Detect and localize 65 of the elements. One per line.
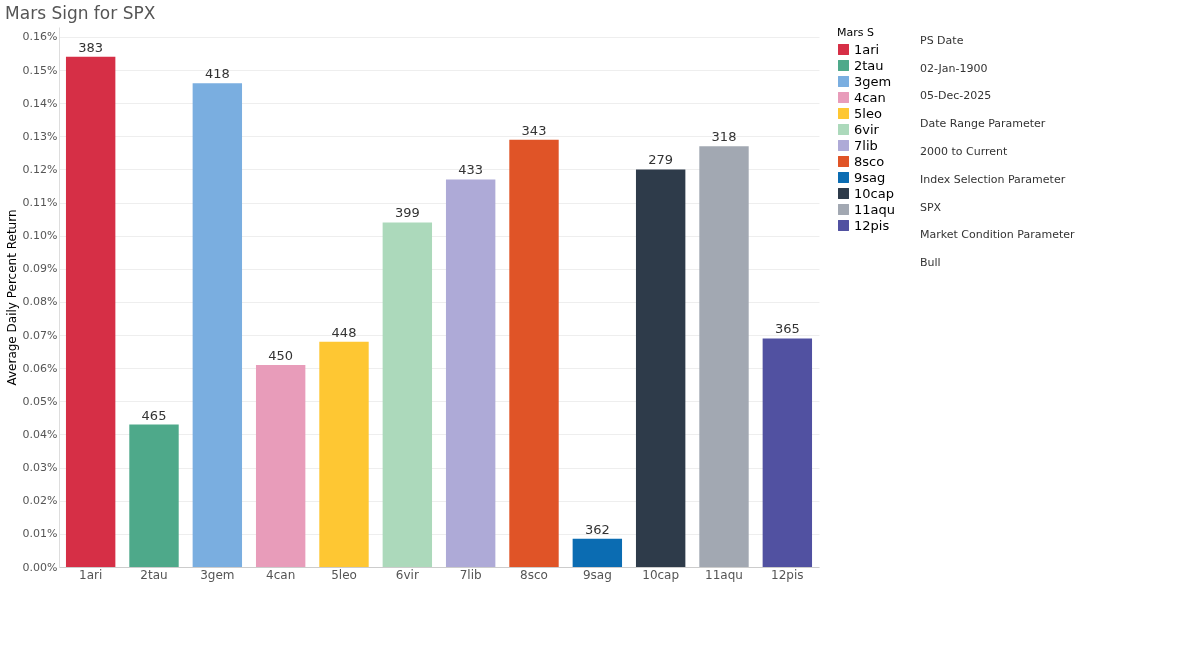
legend-label: 5leo: [854, 105, 882, 121]
legend-label: 1ari: [854, 41, 880, 57]
text: 05-Dec-2025: [920, 89, 992, 103]
x-tick-label: 3gem: [200, 567, 235, 582]
y-tick-label: 0.13%: [22, 129, 58, 143]
legend-label: 10cap: [854, 185, 894, 201]
legend-label: 8sco: [854, 153, 885, 169]
legend-label: 7lib: [854, 137, 878, 153]
y-tick-label: 0.10%: [22, 229, 58, 243]
text: Market Condition Parameter: [920, 228, 1075, 242]
legend-label: 9sag: [854, 169, 886, 185]
legend-label: 4can: [854, 89, 886, 105]
y-tick-label: 0.01%: [22, 527, 58, 541]
annotation: 365: [774, 321, 800, 337]
annotation: 418: [204, 66, 230, 82]
legend-label: 6vir: [854, 121, 880, 137]
x-tick-label: 7lib: [459, 567, 482, 582]
annotation: 343: [521, 122, 547, 138]
legend-label: 3gem: [854, 73, 892, 89]
y-tick-label: 0.00%: [22, 560, 58, 574]
text: 02-Jan-1900: [920, 61, 988, 75]
y-tick-label: 0.15%: [22, 63, 58, 77]
annotation: 450: [268, 347, 294, 363]
y-tick-label: 0.02%: [22, 494, 58, 508]
annotation: 383: [78, 39, 104, 55]
y-tick-label: 0.07%: [22, 328, 58, 342]
annotation: 433: [458, 162, 484, 178]
x-tick-label: 12pis: [771, 567, 804, 582]
legend-label: 11aqu: [854, 201, 895, 217]
x-tick-label: 10cap: [642, 567, 680, 582]
annotation: 318: [711, 129, 737, 145]
x-tick-label: 1ari: [79, 567, 103, 582]
text: PS Date: [920, 33, 964, 47]
annotation: 279: [648, 152, 674, 168]
x-tick-label: 2tau: [140, 567, 168, 582]
x-tick-label: 5leo: [331, 567, 357, 582]
x-tick-label: 11aqu: [705, 567, 743, 582]
y-axis-title: Average Daily Percent Return: [4, 209, 19, 386]
annotation: 465: [141, 407, 167, 423]
x-tick-label: 8sco: [520, 567, 548, 582]
x-tick-label: 6vir: [395, 567, 419, 582]
text: Bull: [920, 256, 941, 270]
y-tick-label: 0.11%: [22, 196, 58, 210]
text: 2000 to Current: [920, 145, 1009, 158]
annotation: 362: [584, 521, 610, 537]
chart-title: Mars Sign for SPX: [5, 3, 156, 23]
y-tick-label: 0.04%: [22, 427, 58, 441]
y-tick-label: 0.06%: [22, 361, 58, 375]
text: Date Range Parameter: [920, 117, 1046, 131]
y-tick-label: 0.03%: [22, 461, 58, 475]
x-tick-label: 4can: [266, 567, 296, 582]
annotation: 448: [331, 324, 357, 340]
y-tick-label: 0.08%: [22, 295, 58, 309]
x-tick-label: 9sag: [582, 567, 612, 582]
y-tick-label: 0.12%: [22, 162, 58, 176]
legend-title: Mars S: [837, 26, 874, 39]
text: SPX: [920, 200, 942, 214]
y-tick-label: 0.16%: [22, 30, 58, 44]
y-tick-label: 0.05%: [22, 394, 58, 408]
legend-label: 12pis: [854, 217, 890, 233]
y-tick-label: 0.14%: [22, 96, 58, 110]
annotation: 399: [394, 205, 420, 221]
y-tick-label: 0.09%: [22, 262, 58, 276]
text: Index Selection Parameter: [920, 172, 1066, 186]
legend-label: 2tau: [854, 57, 884, 73]
